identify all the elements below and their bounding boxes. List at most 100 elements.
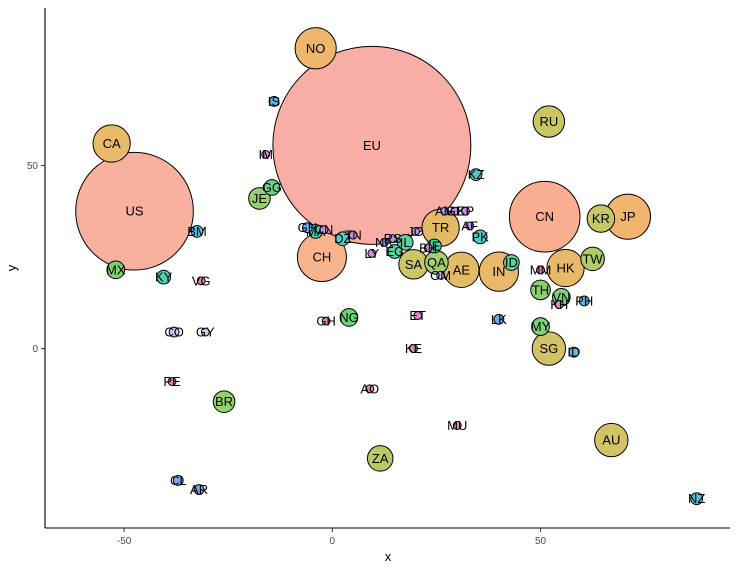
bubble-point: LK — [491, 312, 507, 327]
bubble-label: IL — [400, 235, 411, 250]
bubble-circle — [193, 484, 205, 495]
bubble-circle — [450, 206, 460, 216]
bubble-label: GE — [446, 204, 465, 219]
bubble-point: RS — [384, 231, 402, 246]
bubble-circle — [411, 226, 421, 236]
bubble-point: KP — [457, 204, 474, 219]
bubble-circle — [366, 445, 394, 472]
bubble-point: AM — [435, 204, 455, 219]
bubble-circle — [272, 45, 472, 245]
bubble-circle — [388, 234, 398, 244]
bubble-point: KZ — [468, 167, 485, 182]
bubble-label: TN — [344, 228, 361, 243]
y-axis-title: y — [4, 264, 19, 271]
bubble-circle — [365, 384, 375, 394]
bubble-point: KY — [155, 270, 173, 285]
bubble-label: MU — [447, 418, 467, 433]
bubble-point: MM — [530, 262, 552, 277]
bubble-label: NZ — [688, 491, 705, 506]
bubble-circle — [261, 150, 271, 159]
bubble-circle — [387, 244, 403, 259]
y-tick-label: 50 — [27, 161, 39, 172]
bubble-circle — [200, 327, 210, 337]
bubble-label: BH — [419, 240, 437, 255]
bubble-point: GY — [196, 325, 215, 340]
bubble-point: LY — [364, 246, 379, 261]
bubble-circle — [75, 151, 194, 271]
bubble-point: KR — [586, 204, 616, 233]
bubble-point: EU — [272, 45, 472, 245]
x-tick-label: 50 — [535, 536, 547, 547]
bubble-circle — [436, 270, 446, 280]
bubble-label: US — [125, 204, 143, 219]
bubble-circle — [168, 326, 180, 338]
bubble-circle — [348, 230, 358, 240]
bubble-label: CO — [164, 325, 184, 340]
bubble-label: KZ — [468, 167, 485, 182]
bubble-label: JP — [620, 209, 635, 224]
bubble-circle — [172, 474, 184, 486]
bubble-point: ID — [567, 345, 580, 360]
bubble-point: JP — [604, 193, 652, 240]
bubble-point: CA — [92, 124, 131, 163]
bubble-point: PK — [471, 229, 489, 244]
bubble-circle — [546, 248, 585, 288]
bubble-label: AM — [435, 204, 455, 219]
bubble-point: CL — [170, 473, 187, 488]
bubble-circle — [335, 231, 351, 247]
bubble-circle — [379, 237, 389, 247]
bubble-point: CN — [508, 180, 581, 253]
bubble-circle — [196, 276, 206, 286]
bubble-point: PE — [163, 374, 181, 389]
bubble-label: AU — [602, 433, 620, 448]
bubble-label: KH — [550, 297, 568, 312]
bubble-point: RU — [532, 105, 566, 138]
bubble-circle — [440, 206, 450, 216]
bubble-circle — [396, 234, 414, 251]
bubble-circle — [409, 344, 418, 354]
bubble-label: NO — [306, 41, 326, 56]
bubble-circle — [554, 300, 564, 310]
bubble-label: ID — [505, 255, 518, 270]
bubble-circle — [536, 265, 545, 275]
bubble-point: MU — [447, 418, 467, 433]
bubble-circle — [452, 421, 462, 430]
bubble-point: GG — [262, 179, 282, 196]
bubble-point: MX — [106, 260, 126, 280]
bubble-label: GG — [262, 180, 282, 195]
bubble-circle — [472, 229, 488, 245]
bubble-circle — [461, 206, 471, 216]
bubble-circle — [268, 95, 280, 107]
bubble-label: IN — [492, 264, 505, 279]
bubble-label: EG — [385, 244, 404, 259]
bubble-label: RU — [539, 114, 558, 129]
bubble-label: AR — [190, 482, 208, 497]
bubble-label: SG — [539, 341, 558, 356]
x-tick-label: 0 — [330, 536, 336, 547]
y-axis-ticks: 0 50 — [27, 161, 45, 355]
bubble-label: JO — [407, 224, 424, 239]
bubble-label: PE — [163, 374, 181, 389]
bubble-point: KH — [550, 297, 568, 312]
bubble-circle — [530, 279, 551, 301]
bubble-label: DZ — [334, 231, 351, 246]
x-tick-label: -50 — [117, 536, 132, 547]
bubble-label: AE — [453, 262, 471, 277]
bubble-label: GH — [298, 220, 318, 235]
bubble-point: VG — [192, 273, 211, 288]
bubble-label: NG — [339, 310, 359, 325]
bubble-point: GH — [298, 220, 318, 235]
bubble-circle — [586, 204, 616, 233]
bubble-circle — [294, 27, 337, 70]
bubble-point: NG — [339, 308, 359, 327]
bubble-point: EG — [385, 244, 404, 259]
bubble-circle — [532, 105, 566, 138]
bubble-label: QA — [427, 255, 446, 270]
bubble-label: TW — [582, 251, 603, 266]
bubble-point: AE — [443, 251, 480, 288]
bubble-circle — [580, 246, 605, 272]
bubble-circle — [594, 422, 629, 458]
bubble-point: ZA — [366, 445, 394, 472]
bubble-label: PK — [471, 229, 489, 244]
bubble-label: EU — [363, 138, 381, 153]
